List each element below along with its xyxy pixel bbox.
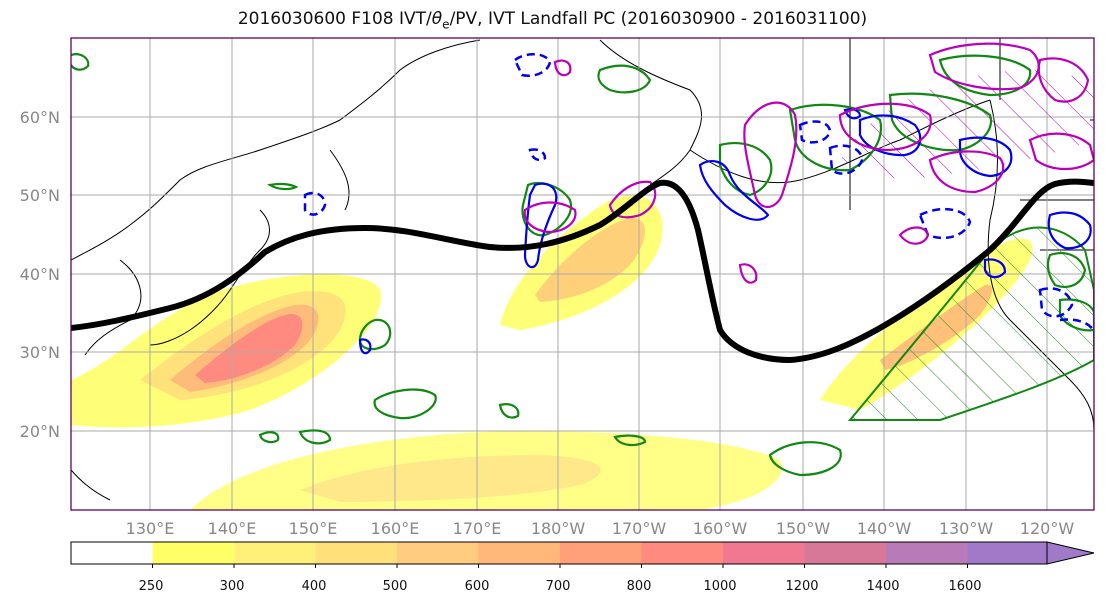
map-panel bbox=[71, 38, 1094, 510]
lon-label: 140°E bbox=[208, 519, 257, 538]
colorbar bbox=[70, 541, 1095, 568]
lat-labels: 60°N 50°N 40°N 30°N 20°N bbox=[20, 108, 60, 441]
map-frame bbox=[70, 37, 1095, 511]
lon-label: 150°E bbox=[289, 519, 338, 538]
lat-label: 40°N bbox=[20, 265, 60, 284]
lon-label: 130°W bbox=[939, 519, 994, 538]
lon-label: 120°W bbox=[1020, 519, 1075, 538]
colorbar-segment bbox=[560, 542, 642, 564]
lon-label: 160°W bbox=[693, 519, 748, 538]
colorbar-segment bbox=[967, 542, 1050, 564]
colorbar-tick-label: 1200 bbox=[785, 579, 818, 594]
lon-labels: 130°E 140°E 150°E 160°E 170°E 180°W 170°… bbox=[126, 519, 1075, 538]
colorbar-tick-label: 250 bbox=[139, 579, 164, 594]
lon-label: 150°W bbox=[776, 519, 831, 538]
blue-solid-contours bbox=[358, 108, 1092, 355]
colorbar-tick-label: 1400 bbox=[866, 579, 899, 594]
colorbar-segment bbox=[152, 542, 235, 564]
lon-label: 180°W bbox=[531, 519, 586, 538]
lon-label: 170°E bbox=[453, 519, 502, 538]
lat-label: 20°N bbox=[20, 422, 60, 441]
lon-label: 170°W bbox=[612, 519, 667, 538]
map-title: 2016030600 F108 IVT/θe/PV, IVT Landfall … bbox=[237, 9, 868, 32]
colorbar-tick-label: 700 bbox=[546, 579, 571, 594]
lat-label: 50°N bbox=[20, 186, 60, 205]
colorbar-tick-label: 500 bbox=[383, 579, 408, 594]
colorbar-segment bbox=[234, 542, 316, 564]
blue-dashed-contours bbox=[303, 53, 1094, 333]
colorbar-segment bbox=[804, 542, 887, 564]
landfall-pc-line bbox=[71, 178, 1094, 364]
colorbar-segment bbox=[315, 542, 398, 564]
colorbar-tick-label: 1000 bbox=[703, 579, 736, 594]
colorbar-segment bbox=[478, 542, 561, 564]
pv-contours bbox=[523, 42, 1094, 284]
lat-label: 30°N bbox=[20, 343, 60, 362]
colorbar-segment bbox=[886, 542, 968, 564]
colorbar-ticks: 250 300 400 500 600 700 800 1000 1200 14… bbox=[139, 579, 982, 594]
colorbar-tick-label: 300 bbox=[220, 579, 245, 594]
colorbar-segment bbox=[641, 542, 724, 564]
colorbar-tick-label: 400 bbox=[302, 579, 327, 594]
colorbar-extend-arrow bbox=[1046, 541, 1095, 565]
colorbar-segment bbox=[71, 542, 153, 564]
colorbar-tick-label: 1600 bbox=[948, 579, 981, 594]
lon-label: 160°E bbox=[371, 519, 420, 538]
colorbar-segment bbox=[397, 542, 479, 564]
lat-label: 60°N bbox=[20, 108, 60, 127]
lon-label: 140°W bbox=[857, 519, 912, 538]
colorbar-tick-label: 600 bbox=[465, 579, 490, 594]
colorbar-segment bbox=[723, 542, 805, 564]
colorbar-frame bbox=[70, 541, 1047, 565]
colorbar-tick-label: 800 bbox=[627, 579, 652, 594]
lon-label: 130°E bbox=[126, 519, 175, 538]
